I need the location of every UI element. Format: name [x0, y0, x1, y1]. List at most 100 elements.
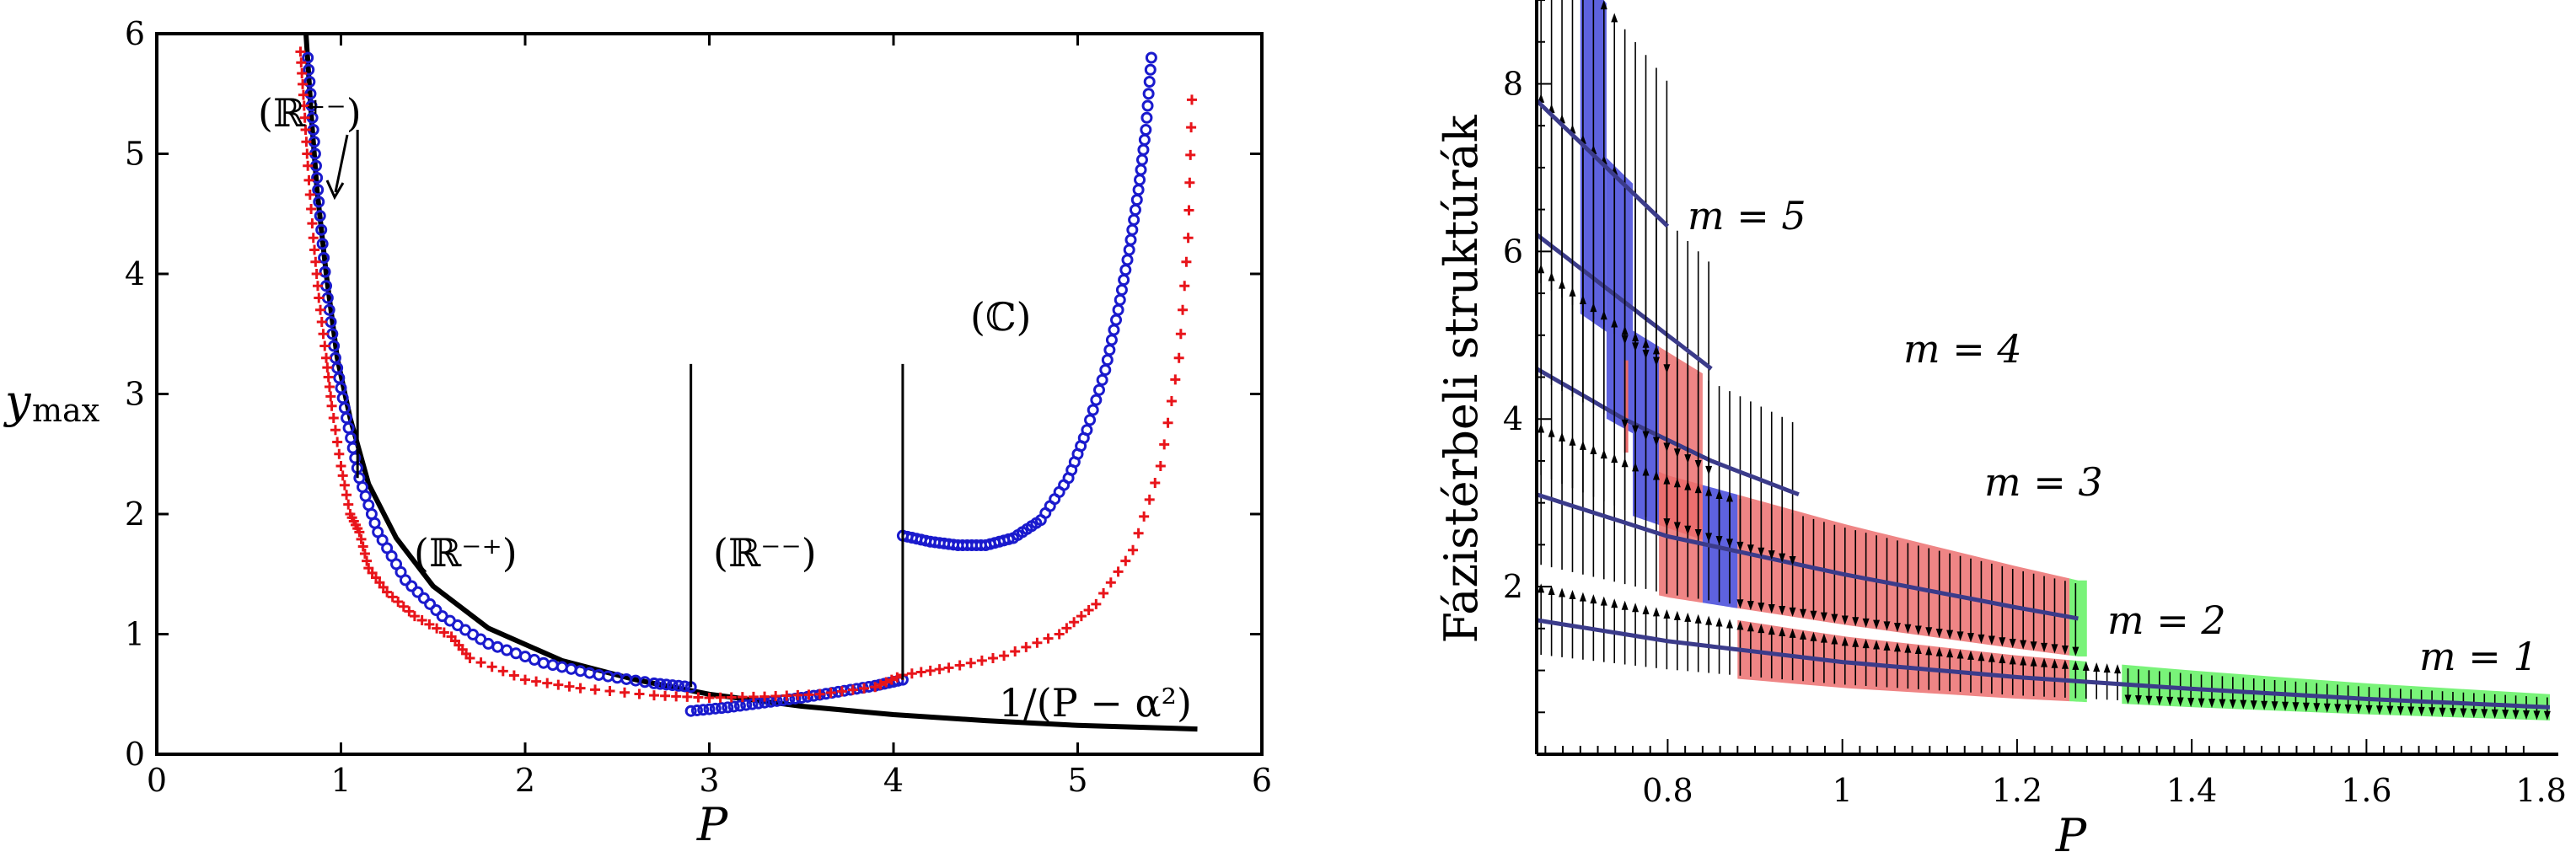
series-1-point: [565, 662, 577, 675]
series-4-point: [322, 362, 333, 373]
series-0-arrowhead: [2030, 656, 2037, 667]
series-4-point: [1184, 177, 1195, 188]
series-0-arrowhead: [1632, 603, 1640, 613]
series-0-arrowhead: [1747, 622, 1754, 632]
series-0-arrowhead: [2355, 705, 2363, 715]
annotation-complex: (ℂ): [970, 294, 1032, 340]
series-0-arrowhead: [1841, 636, 1849, 646]
left-x-tick-label: 3: [699, 762, 719, 799]
series-1-arrowhead: [1831, 613, 1838, 624]
series-4-arrowhead: [1642, 350, 1650, 360]
series-0-arrowhead: [1789, 628, 1796, 638]
series-4-point: [398, 601, 409, 612]
series-4-point: [770, 691, 781, 702]
series-4-point: [323, 372, 334, 383]
series-2-point: [709, 702, 722, 715]
left-chart-text: P y max (ℝ⁺⁻) (ℝ⁻⁺) (ℝ⁻⁻) (ℂ) 1/(P − α²): [3, 90, 1192, 851]
series-4-point: [404, 606, 415, 617]
right-y-axis-title: Fázistérbeli struktúrák: [1435, 114, 1488, 643]
series-4-point: [1091, 598, 1102, 609]
series-3-arrowhead: [1652, 437, 1660, 447]
series-0-arrowhead: [2313, 703, 2321, 713]
series-4-point: [1183, 233, 1194, 244]
series-2-point: [684, 705, 697, 717]
series-0-arrowhead: [1946, 648, 1954, 658]
series-0-arrowhead: [1820, 633, 1827, 643]
annotation-r-minus-minus: (ℝ⁻⁻): [713, 530, 817, 576]
series-4-point: [508, 670, 519, 681]
series-0-arrowhead: [1600, 596, 1607, 606]
series-4-point: [925, 665, 936, 676]
series-0-arrowhead: [2396, 706, 2404, 716]
series-1-point: [528, 653, 540, 666]
series-4-point: [356, 533, 367, 544]
series-3-point: [1090, 394, 1103, 406]
series-4-point: [298, 89, 309, 100]
series-4-point: [1175, 329, 1186, 340]
right-x-tick-label: 1.6: [2341, 772, 2391, 809]
series-4-point: [298, 78, 309, 89]
series-4-point: [881, 677, 892, 688]
series-1-arrowhead: [1978, 634, 1985, 644]
series-4-arrowhead: [1663, 364, 1671, 374]
series-4-point: [308, 233, 319, 244]
series-0-arrowhead: [1579, 592, 1586, 602]
series-3-point: [1137, 143, 1150, 156]
series-4-point: [325, 391, 336, 402]
series-1-point: [319, 265, 331, 278]
series-0-arrowhead: [2523, 710, 2530, 720]
series-4-point: [1144, 494, 1155, 505]
series-4-point: [737, 692, 748, 703]
left-y-axis-title: y: [3, 375, 32, 428]
series-0-arrowhead: [2061, 659, 2069, 669]
series-1-arrowhead: [1893, 623, 1901, 633]
series-4-point: [564, 681, 575, 692]
series-4-point: [693, 692, 704, 703]
series-4-point: [1098, 588, 1109, 599]
series-4-point: [416, 614, 427, 625]
series-0-arrowhead: [2250, 700, 2257, 710]
series-2-point: [733, 699, 746, 712]
series-0-arrowhead: [2187, 698, 2195, 708]
series-3-arrowhead: [1632, 425, 1640, 435]
series-4-point: [475, 657, 486, 668]
series-4-point: [1105, 577, 1116, 588]
series-0-arrowhead: [1559, 587, 1566, 597]
series-4-point: [432, 623, 443, 634]
annotation-formula: 1/(P − α²): [999, 680, 1192, 726]
series-1-point: [654, 678, 667, 690]
series-2-arrowhead: [1789, 556, 1796, 566]
series-1-arrowhead: [1758, 603, 1765, 613]
left-x-tick-label: 0: [147, 762, 167, 799]
series-0-arrowhead: [1663, 608, 1671, 619]
series-4-point: [859, 683, 870, 694]
series-3-point: [1132, 184, 1145, 196]
series-4-point: [553, 679, 564, 690]
series-0-arrowhead: [2302, 702, 2310, 712]
annotation-arrow: [334, 134, 349, 193]
series-0-arrowhead: [2261, 700, 2268, 710]
series-4-point: [330, 425, 341, 436]
series-1-point: [315, 223, 328, 236]
series-1-arrowhead: [1914, 625, 1922, 635]
series-4-arrowhead: [1652, 356, 1660, 367]
series-1-point: [303, 76, 316, 88]
series-0-arrowhead: [1768, 625, 1775, 635]
series-4-point: [870, 682, 881, 693]
series-2-arrowhead: [1684, 525, 1692, 535]
band-red: [1737, 619, 2070, 702]
band-red-connector: [1623, 360, 1629, 453]
series-1-point: [303, 63, 315, 76]
series-0-arrowhead: [2449, 708, 2456, 718]
series-2-arrowhead: [1705, 533, 1713, 543]
series-0-arrowhead: [1611, 598, 1618, 608]
series-0-arrowhead: [1652, 607, 1660, 617]
series-label-m5: m = 5: [1688, 193, 1806, 238]
left-x-tick-label: 4: [883, 762, 904, 799]
series-0-arrowhead: [1967, 650, 1974, 660]
series-0-arrowhead: [2176, 697, 2184, 707]
series-3-arrowhead: [1663, 442, 1671, 453]
series-1-arrowhead: [2030, 641, 2037, 651]
series-3-point: [1087, 404, 1099, 416]
